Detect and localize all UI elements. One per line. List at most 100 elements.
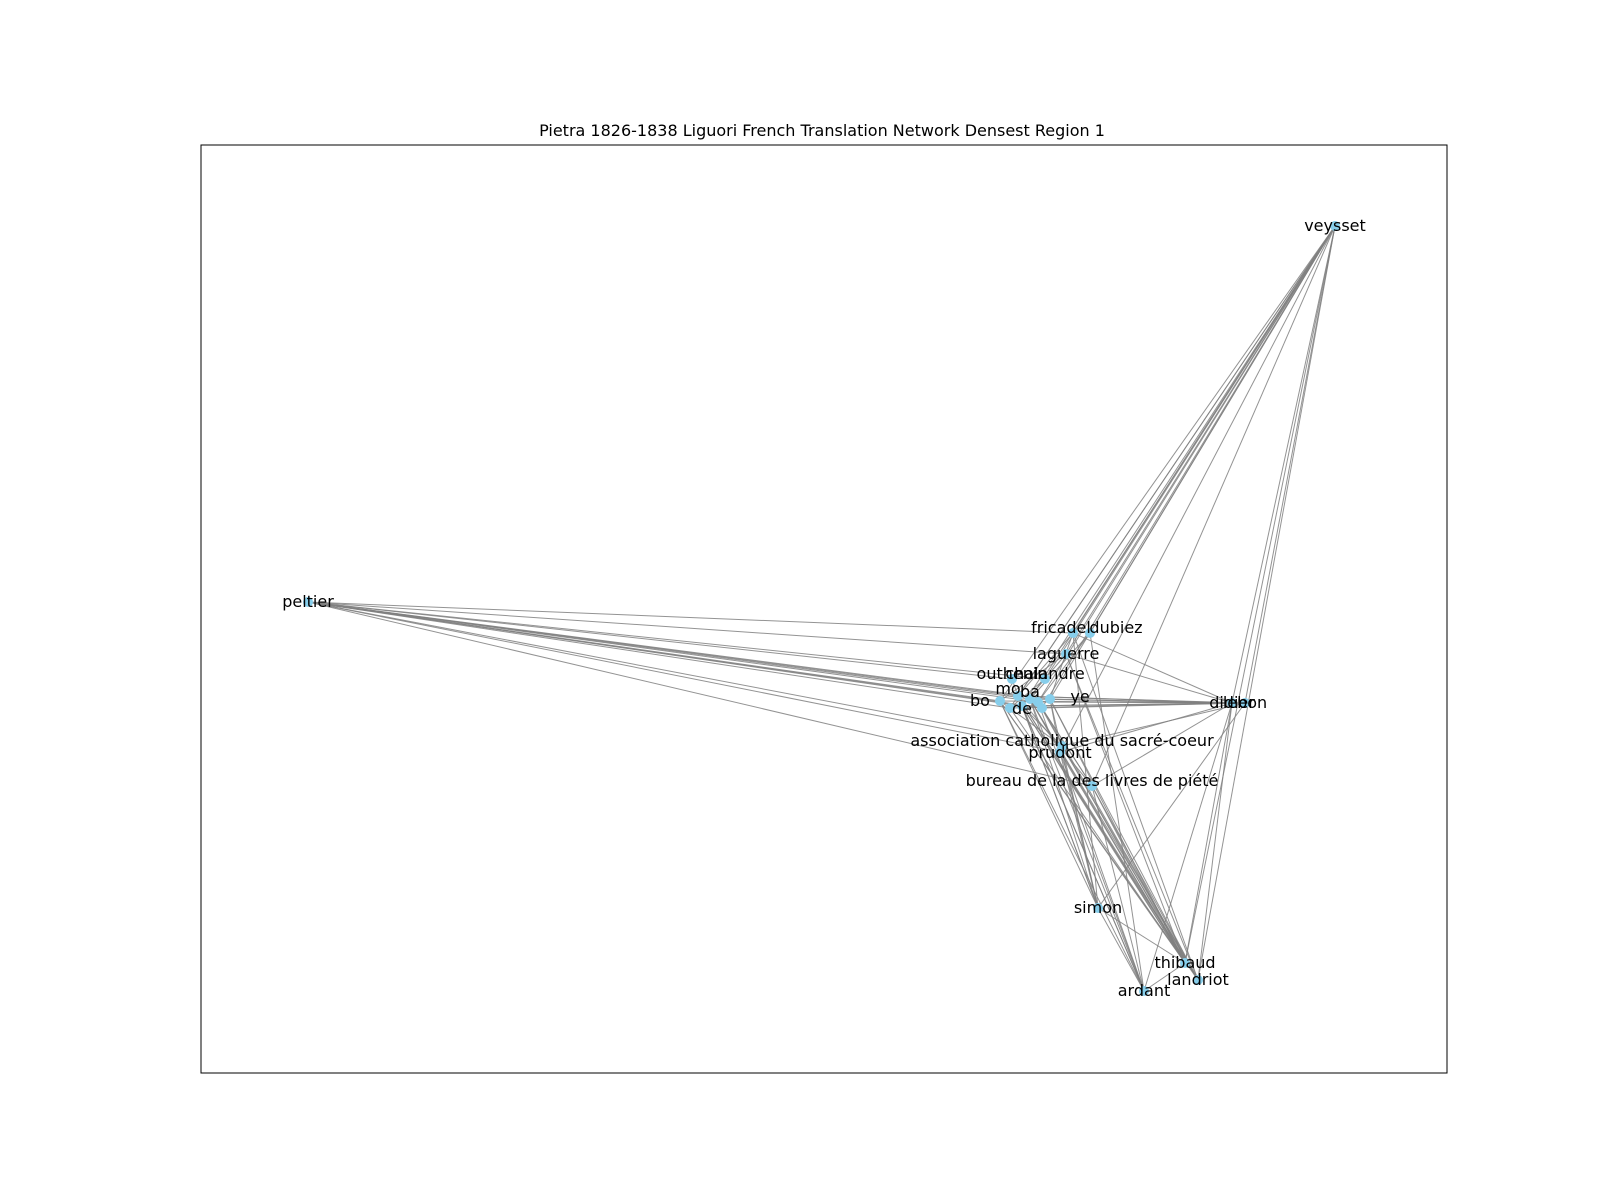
node-veysset [1330,221,1340,231]
node-label-chalandre: chalandre [1005,664,1084,683]
edge-lebon-c2 [1017,695,1246,704]
node-label-peltier: peltier [282,592,334,611]
edge-landriot-bureau [1091,785,1199,981]
edge-ardant-bureau [1091,785,1145,992]
node-c8 [1037,703,1047,713]
node-fricadel [1068,628,1078,638]
edge-peltier-fricadel [307,601,1074,634]
edge-veysset-c1 [999,225,1336,702]
edge-didier-ardant [1143,702,1233,992]
edge-didier-laguerre [1065,653,1233,704]
edge-ardant-c1 [999,700,1145,992]
node-c7 [1005,703,1015,713]
edge-veysset-didier [1231,225,1336,704]
edge-fricadel-c2 [1017,632,1074,697]
edge-veysset-thibaud [1184,225,1336,964]
edge-landriot-association [1061,745,1199,981]
node-c2 [1013,691,1023,701]
edge-thibaud-bureau [1091,785,1186,964]
edge-prudont-c3 [1029,698,1061,753]
edge-simon-c1 [999,700,1099,909]
edge-landriot-laguerre [1065,653,1199,981]
node-c4 [1017,701,1027,711]
node-label-outhenin: outhenin [977,664,1048,683]
edge-landriot-c4 [1021,705,1199,981]
node-label-fricadel: fricadel [1031,618,1091,637]
node-label-didier: didier [1209,693,1255,712]
node-didier [1227,698,1237,708]
node-thibaud [1180,958,1190,968]
edge-simon-c4 [1021,705,1099,909]
edge-landriot-c1 [999,700,1199,981]
node-prudont [1055,747,1065,757]
edge-didier-bureau [1091,702,1233,787]
node-label-lebon: lebon [1223,693,1267,712]
plot-frame [200,144,1448,1074]
edge-fricadel-c5 [1049,632,1074,700]
node-label-landriot: landriot [1167,970,1229,989]
node-label-ardant: ardant [1118,981,1170,1000]
node-c1 [995,696,1005,706]
node-ardant [1139,986,1149,996]
node-label-thibaud: thibaud [1154,953,1215,972]
edge-laguerre-c1 [999,653,1067,702]
edge-bureau-c8 [1041,707,1093,787]
edge-chalandre-c7 [1009,678,1046,709]
edge-peltier-c6 [307,601,1039,703]
node-outhenin [1007,674,1017,684]
edge-peltier-c7 [307,601,1011,709]
edge-veysset-lebon [1244,225,1336,704]
edge-peltier-chalandre [307,601,1046,680]
edge-landriot-fricadel [1072,632,1199,981]
edges-layer [307,225,1336,992]
edge-dubiez-c3 [1029,632,1091,700]
node-label-bureau: bureau de la des livres de piété [966,771,1219,790]
edge-lebon-association [1061,702,1246,747]
node-label-c4: de [1012,699,1032,718]
edge-didier-thibaud [1184,702,1233,964]
node-label-prudont: prudont [1028,743,1091,762]
edge-ardant-simon [1097,907,1145,992]
edge-peltier-laguerre [307,601,1067,655]
edge-peltier-c8 [307,601,1043,709]
edge-ardant-thibaud [1143,962,1186,992]
edge-veysset-dubiez [1089,225,1336,634]
edge-dubiez-c6 [1037,632,1091,703]
edge-landriot-c5 [1049,698,1199,981]
edge-peltier-outhenin [307,601,1013,680]
node-label-c3: ba [1020,682,1040,701]
edge-veysset-c7 [1009,225,1336,709]
node-label-veysset: veysset [1304,216,1366,235]
node-c3 [1025,694,1035,704]
node-label-laguerre: laguerre [1033,644,1100,663]
edge-peltier-prudont [307,601,1061,753]
node-laguerre [1061,649,1071,659]
edge-ardant-prudont [1059,751,1145,992]
nodes-layer [303,221,1340,996]
node-chalandre [1040,674,1050,684]
edge-ardant-dubiez [1089,632,1145,992]
edge-didier-fricadel [1072,632,1233,704]
edge-association-c4 [1021,705,1063,747]
edge-veysset-landriot [1197,225,1336,981]
node-peltier [303,597,313,607]
node-label-c2: mo [995,679,1020,698]
figure-title: Pietra 1826-1838 Liguori French Translat… [539,121,1105,140]
edge-didier-c6 [1037,701,1233,704]
edge-peltier-bureau [307,601,1093,787]
edge-bureau-c2 [1017,695,1093,787]
node-bureau [1087,781,1097,791]
edge-veysset-c4 [1021,225,1336,707]
edge-veysset-laguerre [1065,225,1336,655]
edge-peltier-c5 [307,601,1051,700]
edge-veysset-chalandre [1044,225,1336,680]
edge-ardant-c4 [1021,705,1145,992]
node-label-c1: bo [970,691,990,710]
edge-veysset-prudont [1059,225,1336,753]
edge-lebon-c4 [1021,702,1246,707]
node-label-association: association catholique du sacré-coeur [910,731,1214,750]
node-dubiez [1085,628,1095,638]
edge-didier-c5 [1049,698,1233,704]
edge-didier-landriot [1197,702,1233,981]
edge-veysset-bureau [1091,225,1336,787]
